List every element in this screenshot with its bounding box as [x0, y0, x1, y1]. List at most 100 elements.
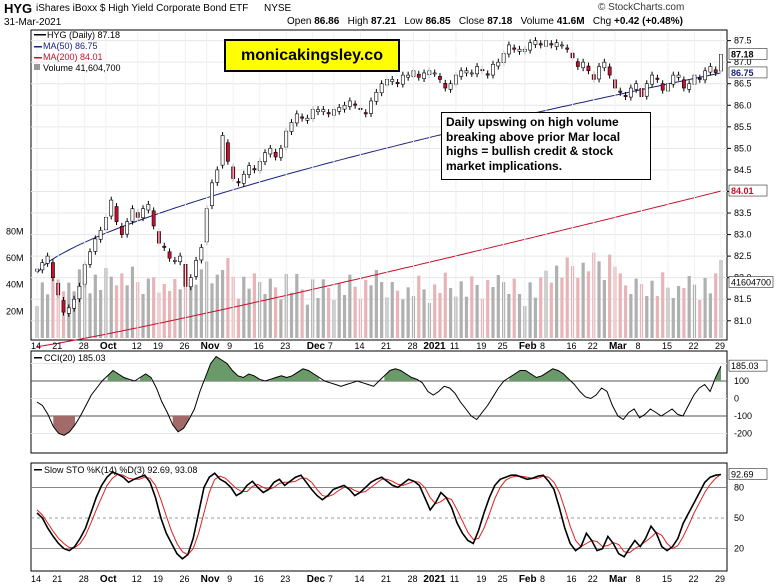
cci-overbought-fill — [270, 368, 320, 381]
volume-bar — [682, 288, 686, 338]
volume-bar — [374, 270, 378, 338]
volume-bar — [263, 294, 267, 338]
candle-body — [225, 142, 230, 162]
x-tick-label: 21 — [52, 341, 62, 351]
volume-bar — [486, 280, 490, 338]
volume-bar — [698, 300, 702, 338]
volume-bar — [549, 282, 553, 338]
x-tick-label: 22 — [588, 574, 598, 584]
volume-bar — [279, 299, 283, 338]
volume-bar — [342, 295, 347, 338]
volume-bar — [40, 282, 44, 338]
x-tick-label: 25 — [498, 574, 508, 584]
volume-bar — [268, 278, 272, 338]
candle-body — [422, 72, 426, 79]
candle-body — [326, 112, 331, 115]
candle-body — [475, 66, 479, 75]
price-tick-label: 81.5 — [734, 294, 752, 304]
x-tick-label: 22 — [688, 574, 698, 584]
x-tick-label: 26 — [179, 341, 189, 351]
price-axis: 81.081.582.082.583.083.584.084.585.085.5… — [727, 36, 774, 326]
x-tick-label: 16 — [254, 341, 264, 351]
candle-body — [533, 40, 538, 45]
volume-bar — [443, 272, 447, 338]
volume-bar — [337, 283, 341, 338]
volume-bar — [517, 294, 522, 338]
candle-body — [549, 43, 554, 46]
price-panel — [30, 29, 728, 341]
moving-average-lines — [36, 72, 722, 348]
x-tick-label: 14 — [31, 341, 41, 351]
volume-bar — [72, 291, 76, 338]
price-tag-box — [728, 184, 768, 197]
candle-body — [512, 47, 517, 50]
volume-bar — [395, 290, 400, 338]
volume-bar — [533, 297, 538, 338]
price-tag-label: 84.01 — [731, 186, 754, 196]
candle-body — [146, 204, 151, 211]
volume-tag-box — [728, 276, 774, 288]
price-legend: HYG (Daily) 87.18 MA(50) 86.75 MA(200) 8… — [34, 30, 121, 73]
candle-body — [369, 100, 373, 114]
volume-bar — [438, 293, 442, 338]
low-value: 86.85 — [425, 16, 451, 27]
volume-bar — [305, 304, 310, 338]
x-tick-label: Feb — [519, 574, 537, 585]
candle-body — [268, 148, 273, 155]
volume-bar — [194, 284, 198, 338]
candle-body — [528, 42, 533, 51]
volume-bar — [348, 274, 352, 338]
candle-body — [363, 112, 368, 115]
x-tick-label: Oct — [100, 341, 117, 352]
cci-axis: -200-1000100200185.03 — [728, 359, 768, 439]
cci-oversold-fill — [53, 416, 75, 436]
volume-bar — [512, 278, 516, 338]
candle-body — [88, 251, 92, 265]
x-tick-label: 21 — [381, 574, 391, 584]
volume-bar — [146, 278, 150, 338]
candle-body — [432, 72, 437, 75]
volume-bar — [88, 293, 92, 338]
x-tick-label: Dec — [307, 574, 326, 585]
candle-body — [687, 83, 692, 90]
volume-bar — [645, 296, 649, 338]
legend-cci: CCI(20) 185.03 — [44, 353, 106, 363]
candle-body — [660, 83, 665, 91]
volume-bar — [475, 285, 479, 338]
candle-body — [247, 165, 251, 175]
volume-bar — [401, 299, 405, 338]
x-tick-label: 11 — [450, 574, 459, 584]
volume-bar — [629, 294, 633, 338]
volume-bar — [226, 258, 230, 338]
security-name: iShares iBoxx $ High Yield Corporate Bon… — [36, 3, 249, 14]
x-tick-label: 21 — [52, 574, 62, 584]
volume-bar — [199, 269, 203, 338]
candle-body — [390, 79, 395, 82]
price-tick-label: 87.5 — [734, 36, 752, 46]
candle-body — [581, 61, 586, 69]
sto-grid — [31, 487, 727, 550]
volume-bar — [242, 276, 246, 338]
volume-bar — [576, 278, 580, 338]
cci-tick-label: 100 — [734, 376, 749, 386]
x-tick-label: Mar — [609, 574, 627, 585]
volume-bar — [602, 280, 606, 338]
x-tick-label: Mar — [609, 341, 627, 352]
candle-body — [703, 70, 707, 81]
candle-body — [51, 262, 55, 278]
x-tick-label: 8 — [540, 341, 545, 351]
legend-price: HYG (Daily) 87.18 — [47, 30, 120, 40]
x-tick-label: 16 — [567, 574, 577, 584]
candle-body — [485, 73, 490, 76]
volume-tick-label: 80M — [6, 226, 24, 236]
close-value: 87.18 — [487, 16, 513, 27]
x-tick-label: 12 — [132, 341, 142, 351]
candle-body — [342, 104, 347, 110]
candle-body — [167, 251, 172, 259]
x-tick-label: 9 — [227, 341, 232, 351]
candle-body — [575, 61, 580, 67]
x-tick-label: 14 — [354, 574, 364, 584]
x-tick-label: 23 — [280, 574, 290, 584]
volume-tick-label: 20M — [6, 306, 24, 316]
